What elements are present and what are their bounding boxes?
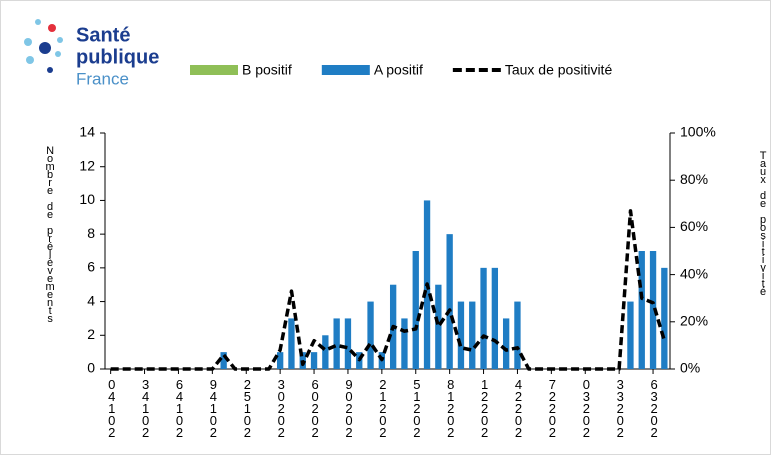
- bar: [502, 318, 510, 369]
- bar: [310, 352, 318, 369]
- bar: [638, 251, 645, 369]
- x-tick-label: 12202: [477, 377, 492, 437]
- bar: [412, 251, 419, 369]
- y-tick-label: 6: [87, 259, 95, 275]
- bar: [491, 267, 499, 369]
- bar: [661, 267, 668, 369]
- y2-tick-label: 0%: [680, 360, 700, 376]
- line: [110, 209, 667, 371]
- bar: [469, 301, 476, 369]
- logo-text: Santé: [76, 24, 130, 46]
- legend-label: A positif: [374, 62, 423, 78]
- x-tick-label: 21202: [375, 377, 390, 437]
- bar: [457, 301, 465, 369]
- bar: [288, 318, 295, 369]
- bar: [627, 301, 634, 369]
- x-tick-label: 33202: [613, 377, 628, 437]
- legend-label: Taux de positivité: [505, 62, 613, 78]
- y-tick-label: 0: [87, 360, 95, 376]
- bar: [446, 234, 453, 369]
- y-tick-label: 10: [79, 191, 95, 207]
- y-tick-label: 4: [87, 292, 95, 308]
- x-tick-label: 90202: [342, 377, 357, 437]
- y2-tick-label: 20%: [680, 313, 708, 329]
- x-tick-label: 63202: [647, 377, 662, 437]
- legend-swatch: [321, 65, 370, 75]
- x-tick-label: 34102: [138, 377, 153, 437]
- logo: Santé publique France: [24, 19, 159, 88]
- bar: [344, 318, 352, 369]
- bar: [322, 335, 329, 369]
- legend-swatch: [190, 65, 238, 75]
- x-tick-label: 60202: [308, 377, 323, 437]
- bar: [435, 284, 442, 369]
- x-tick-label: 72202: [545, 377, 560, 437]
- y2-tick-label: 40%: [680, 265, 708, 281]
- x-tick-label: 94102: [206, 377, 221, 437]
- x-tick-label: 64102: [172, 377, 187, 437]
- bar: [367, 301, 374, 369]
- x-tick-label: 30202: [274, 377, 289, 437]
- bar: [220, 352, 227, 369]
- x-tick-label: 04102: [104, 377, 119, 437]
- y-tick-label: 14: [79, 124, 95, 140]
- logo-text: publique: [76, 46, 159, 68]
- x-tick-label: 03202: [579, 377, 594, 437]
- y2-tick-label: 80%: [680, 171, 708, 187]
- x-tick-label: 42202: [511, 377, 526, 437]
- x-tick-label: 25102: [240, 377, 255, 437]
- bar: [333, 318, 340, 369]
- y2-axis-title: Taux de positivité: [757, 150, 769, 295]
- bar: [514, 301, 521, 369]
- bar: [401, 318, 408, 369]
- logo-text: France: [76, 69, 129, 88]
- bar: [276, 352, 284, 369]
- x-tick-label: 81202: [443, 377, 458, 437]
- bar: [649, 251, 657, 369]
- y2-tick-label: 100%: [680, 124, 716, 140]
- x-tick-label: 51202: [409, 377, 424, 437]
- y-tick-label: 2: [87, 326, 95, 342]
- y-tick-label: 12: [79, 157, 95, 173]
- y-tick-label: 8: [87, 225, 95, 241]
- bar: [480, 267, 487, 369]
- y-axis-title: Nombre de prélèvements: [44, 145, 56, 322]
- legend-label: B positif: [242, 62, 292, 78]
- y2-tick-label: 60%: [680, 218, 708, 234]
